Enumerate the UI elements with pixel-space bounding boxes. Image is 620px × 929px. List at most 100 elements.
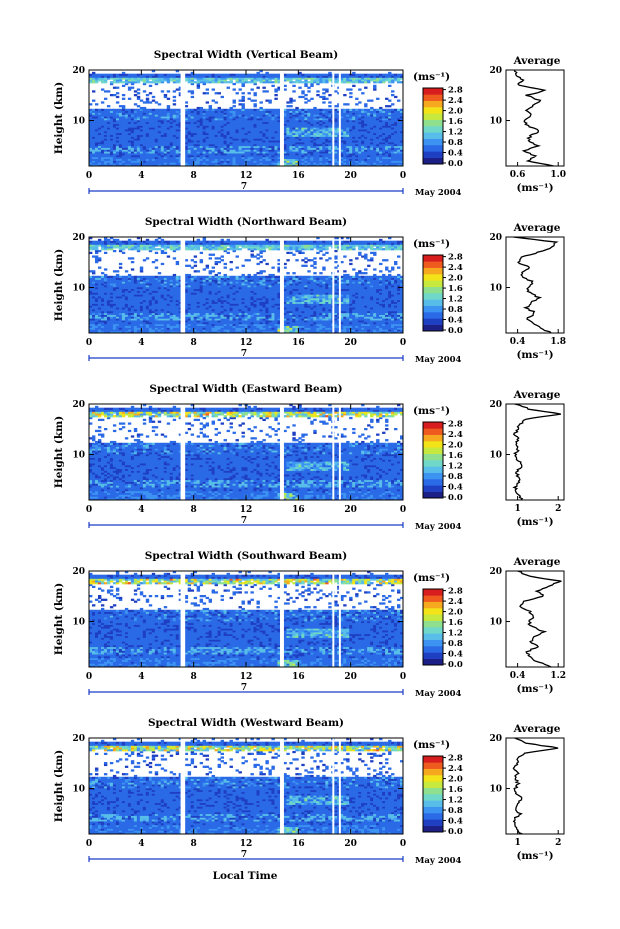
heatmap-cell [199,106,204,110]
heatmap-cell [256,145,260,148]
heatmap-cell [247,140,251,143]
heatmap-cell [94,129,99,132]
heatmap-cell [313,151,317,154]
heatmap-cell [94,318,99,321]
x-tick-label: 0 [400,171,406,181]
heatmap-cell [361,79,365,82]
heatmap-cell [268,154,272,158]
heatmap-cell [196,75,201,78]
heatmap-cell [358,327,362,330]
heatmap-cell [238,154,242,158]
heatmap-cell [259,70,263,73]
heatmap-cell [241,149,245,152]
heatmap-cell [172,156,177,160]
heatmap-cell [358,318,362,321]
heatmap-cell [400,81,403,84]
heatmap-cell [328,119,332,123]
heatmap-cell [226,86,230,89]
heatmap-cell [274,142,278,145]
heatmap-cell [376,97,380,100]
heatmap-cell [226,323,230,327]
heatmap-cell [304,114,308,117]
heatmap-cell [118,127,123,130]
heatmap-cell [352,121,356,124]
heatmap-cell [97,331,102,333]
heatmap-cell [358,143,362,147]
heatmap-cell [397,320,401,323]
heatmap-cell [196,153,201,156]
heatmap-cell [184,129,189,132]
heatmap-cell [286,154,290,158]
heatmap-cell [370,318,374,321]
heatmap-cell [157,138,162,141]
heatmap-cell [319,129,323,132]
heatmap-cell [103,160,108,163]
heatmap-cell [89,127,93,130]
heatmap-cell [196,118,201,121]
heatmap-cell [328,329,332,332]
heatmap-cell [109,145,114,148]
heatmap-cell [187,73,192,76]
heatmap-cell [223,153,227,156]
heatmap-cell [355,116,359,119]
heatmap-cell [127,325,132,328]
heatmap-cell [256,79,260,82]
heatmap-cell [259,318,263,321]
heatmap-cell [172,331,177,333]
heatmap-cell [154,162,159,165]
heatmap-cell [205,132,210,136]
heatmap-cell [157,145,162,148]
heatmap-cell [118,327,123,330]
heatmap-cell [322,149,326,152]
heatmap-cell [232,136,236,139]
heatmap-cell [391,325,395,328]
heatmap-cell [385,77,389,80]
heatmap-cell [292,129,296,132]
heatmap-cell [217,331,221,333]
heatmap-cell [388,75,392,78]
heatmap-cell [166,143,171,147]
heatmap-cell [115,127,120,130]
heatmap-cell [238,129,242,132]
heatmap-cell [400,140,403,143]
heatmap-cell [109,75,114,78]
heatmap-cell [241,140,245,143]
heatmap-cell [259,321,263,325]
heatmap-cell [349,156,353,160]
heatmap-cell [352,71,356,75]
heatmap-cell [364,331,368,333]
heatmap-cell [97,138,102,141]
heatmap-cell [112,114,117,117]
heatmap-cell [391,108,395,112]
heatmap-cell [376,81,380,84]
heatmap-cell [307,164,311,166]
heatmap-cell [379,164,383,166]
heatmap-cell [151,125,156,128]
heatmap-cell [118,143,123,147]
heatmap-cell [310,77,314,80]
heatmap-cell [385,318,389,321]
heatmap-cell [118,112,123,115]
heatmap-cell [298,147,302,150]
heatmap-cell [226,140,230,143]
heatmap-cell [391,134,395,137]
heatmap-cell [127,142,132,145]
heatmap-cell [391,81,395,84]
heatmap-cell [115,158,120,161]
y-tick-label: 20 [72,66,85,76]
heatmap-cell [361,162,365,165]
heatmap-cell [304,97,308,100]
heatmap-cell [112,158,117,161]
heatmap-cell [151,162,156,165]
heatmap-cell [274,118,278,121]
heatmap-cell [370,138,374,141]
heatmap-cell [145,121,150,124]
heatmap-cell [256,118,260,121]
heatmap-cell [154,318,159,321]
heatmap-cell [310,132,314,136]
heatmap-cell [89,145,93,148]
heatmap-cell [292,145,296,148]
heatmap-cell [133,81,138,84]
heatmap-cell [124,81,129,84]
heatmap-cell [304,116,308,119]
